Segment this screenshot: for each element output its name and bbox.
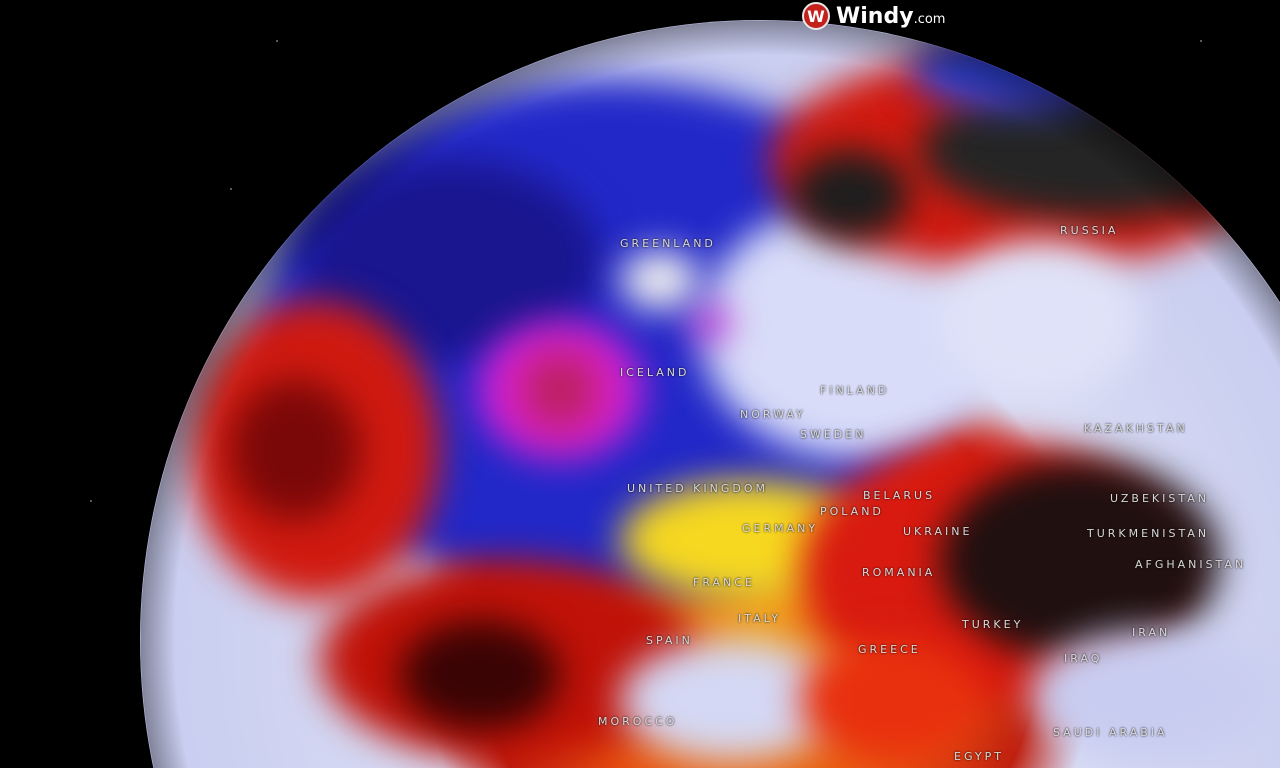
label-saudi-arabia: SAUDI ARABIA xyxy=(1053,726,1168,739)
label-afghanistan: AFGHANISTAN xyxy=(1135,558,1247,571)
russia-cool xyxy=(940,240,1140,400)
label-kazakhstan: KAZAKHSTAN xyxy=(1084,422,1188,435)
star xyxy=(276,40,278,42)
extreme-heat-black-sea xyxy=(940,460,1220,660)
arctic-cold xyxy=(910,30,1130,110)
label-germany: GERMANY xyxy=(742,522,819,535)
logo-suffix: .com xyxy=(913,11,946,27)
low-pressure-vortex xyxy=(475,320,645,460)
libya-hot xyxy=(800,640,980,760)
label-iceland: ICELAND xyxy=(620,366,690,379)
label-finland: FINLAND xyxy=(820,384,890,397)
globe-map[interactable] xyxy=(140,20,1280,768)
star xyxy=(230,188,232,190)
label-romania: ROMANIA xyxy=(862,566,936,579)
atlantic-warm-core-south xyxy=(400,620,560,730)
arabia-cool xyxy=(1030,630,1270,760)
label-iraq: IRAQ xyxy=(1064,652,1103,665)
label-belarus: BELARUS xyxy=(863,489,936,502)
label-france: FRANCE xyxy=(693,576,755,589)
label-spain: SPAIN xyxy=(646,634,693,647)
star xyxy=(90,500,92,502)
small-vortex xyxy=(690,305,730,340)
label-sweden: SWEDEN xyxy=(800,428,867,441)
label-morocco: MOROCCO xyxy=(598,715,678,728)
logo-name: Windy xyxy=(836,3,914,29)
label-greece: GREECE xyxy=(858,643,921,656)
label-iran: IRAN xyxy=(1132,626,1171,639)
label-norway: NORWAY xyxy=(740,408,806,421)
russia-extreme xyxy=(790,150,910,240)
label-turkey: TURKEY xyxy=(962,618,1024,631)
greenland-warm xyxy=(620,250,700,310)
label-poland: POLAND xyxy=(820,505,884,518)
label-united-kingdom: UNITED KINGDOM xyxy=(627,482,768,495)
label-greenland: GREENLAND xyxy=(620,237,716,250)
label-turkmenistan: TURKMENISTAN xyxy=(1087,527,1210,540)
windy-logo[interactable]: W Windy.com xyxy=(802,2,945,30)
windy-logo-text: Windy.com xyxy=(836,4,945,29)
label-ukraine: UKRAINE xyxy=(903,525,973,538)
label-russia: RUSSIA xyxy=(1060,224,1119,237)
atlantic-warm-core xyxy=(230,380,360,520)
label-uzbekistan: UZBEKISTAN xyxy=(1110,492,1209,505)
star xyxy=(1200,40,1202,42)
windy-logo-icon: W xyxy=(802,2,830,30)
label-italy: ITALY xyxy=(738,612,782,625)
label-egypt: EGYPT xyxy=(954,750,1004,763)
